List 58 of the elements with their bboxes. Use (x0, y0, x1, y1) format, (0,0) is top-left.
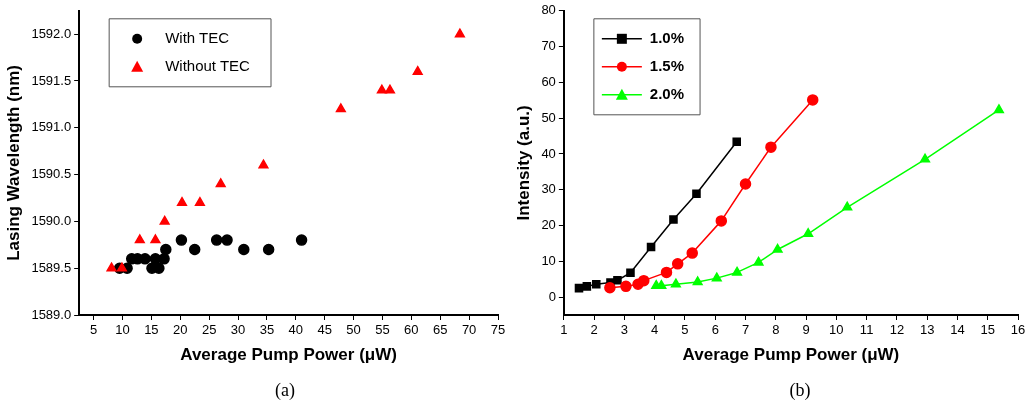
x-tick-label: 45 (317, 322, 332, 338)
x-tick-label: 11 (859, 322, 874, 338)
legend-label: With TEC (165, 28, 230, 46)
x-tick-label: 6 (711, 322, 719, 338)
x-tick-label: 40 (288, 322, 304, 338)
y-tick-label: 1589.5 (31, 259, 72, 275)
x-tick-label: 25 (201, 322, 217, 338)
x-tick-label: 30 (230, 322, 246, 338)
x-tick-label: 5 (681, 322, 689, 338)
x-tick-label: 8 (772, 322, 780, 338)
y-tick-label: 10 (541, 252, 556, 268)
x-tick-label: 13 (919, 322, 935, 338)
x-tick-label: 4 (651, 322, 659, 338)
y-tick-label: 50 (541, 109, 556, 125)
y-axis-title: Lasing Wavelength (nm) (3, 64, 23, 261)
x-axis-title: Average Pump Power (μW) (682, 345, 900, 365)
y-tick-label: 20 (541, 217, 556, 233)
y-axis-title: Intensity (a.u.) (513, 105, 533, 221)
x-tick-label: 12 (889, 322, 905, 338)
x-tick-label: 14 (950, 322, 965, 338)
y-tick-label: 1591.0 (31, 119, 72, 135)
x-tick-label: 3 (620, 322, 629, 338)
legend-label: Without TEC (165, 56, 251, 74)
y-tick-label: 40 (541, 145, 556, 161)
x-tick-label: 15 (980, 322, 995, 338)
y-tick-label: 0 (548, 288, 556, 304)
x-tick-label: 9 (802, 322, 810, 338)
x-tick-label: 65 (432, 322, 448, 338)
x-tick-label: 55 (375, 322, 390, 338)
x-tick-label: 16 (1010, 322, 1026, 338)
y-tick-label: 30 (541, 181, 556, 197)
x-tick-label: 1 (560, 322, 568, 338)
x-tick-label: 10 (115, 322, 130, 338)
x-tick-label: 5 (89, 322, 98, 338)
x-tick-label: 2 (590, 322, 598, 338)
x-tick-label: 15 (144, 322, 159, 338)
text: (b) (788, 380, 812, 401)
x-tick-label: 7 (741, 322, 750, 338)
x-tick-label: 10 (829, 322, 844, 338)
y-tick-label: 1590.5 (31, 166, 72, 182)
x-tick-label: 75 (490, 322, 506, 338)
y-tick-label: 70 (541, 38, 556, 54)
x-axis-title: Average Pump Power (μW) (180, 345, 397, 365)
x-tick-label: 50 (346, 322, 361, 338)
y-tick-label: 1592.0 (31, 25, 72, 41)
x-tick-label: 20 (173, 322, 188, 338)
x-tick-label: 60 (404, 322, 419, 338)
x-tick-label: 70 (461, 322, 477, 338)
y-tick-label: 1589.0 (31, 306, 72, 322)
x-tick-label: 35 (259, 322, 275, 338)
y-tick-label: 60 (541, 73, 556, 89)
legend-label: 2.0% (649, 84, 685, 102)
y-tick-label: 1591.5 (31, 72, 72, 88)
text: (a) (274, 380, 296, 401)
y-tick-label: 1590.0 (31, 212, 72, 228)
y-tick-label: 80 (541, 2, 556, 18)
legend-label: 1.5% (649, 56, 685, 74)
legend-label: 1.0% (649, 28, 685, 46)
